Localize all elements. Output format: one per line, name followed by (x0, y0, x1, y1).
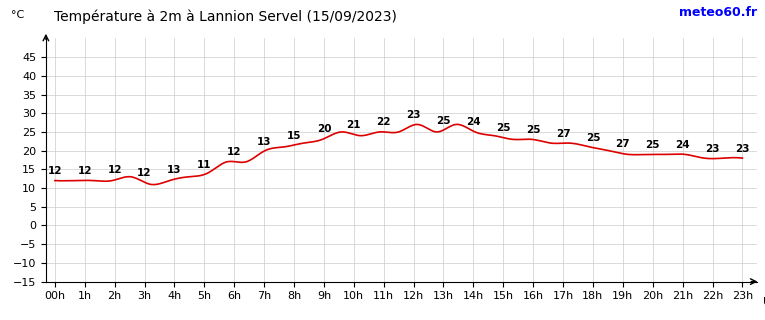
Text: 13: 13 (168, 165, 182, 175)
Text: UTC: UTC (763, 297, 765, 307)
Text: 20: 20 (317, 124, 331, 134)
Text: 12: 12 (107, 165, 122, 175)
Text: 15: 15 (287, 131, 301, 140)
Text: 12: 12 (137, 168, 151, 178)
Text: °C: °C (11, 10, 24, 20)
Text: 25: 25 (646, 140, 660, 150)
Text: 23: 23 (735, 144, 750, 154)
Text: 25: 25 (586, 133, 601, 143)
Text: Température à 2m à Lannion Servel (15/09/2023): Température à 2m à Lannion Servel (15/09… (54, 10, 396, 24)
Text: 11: 11 (197, 160, 212, 170)
Text: 25: 25 (496, 123, 510, 133)
Text: 21: 21 (347, 120, 361, 130)
Text: 27: 27 (616, 139, 630, 149)
Text: 25: 25 (436, 116, 451, 125)
Text: 24: 24 (466, 117, 480, 127)
Text: 22: 22 (376, 117, 391, 127)
Text: 23: 23 (705, 144, 720, 154)
Text: meteo60.fr: meteo60.fr (679, 6, 757, 20)
Text: 12: 12 (227, 147, 242, 157)
Text: 12: 12 (47, 166, 62, 176)
Text: 13: 13 (257, 137, 272, 147)
Text: 12: 12 (77, 166, 92, 176)
Text: 23: 23 (406, 110, 421, 121)
Text: 24: 24 (675, 140, 690, 150)
Text: 25: 25 (526, 125, 540, 135)
Text: 27: 27 (555, 129, 571, 139)
